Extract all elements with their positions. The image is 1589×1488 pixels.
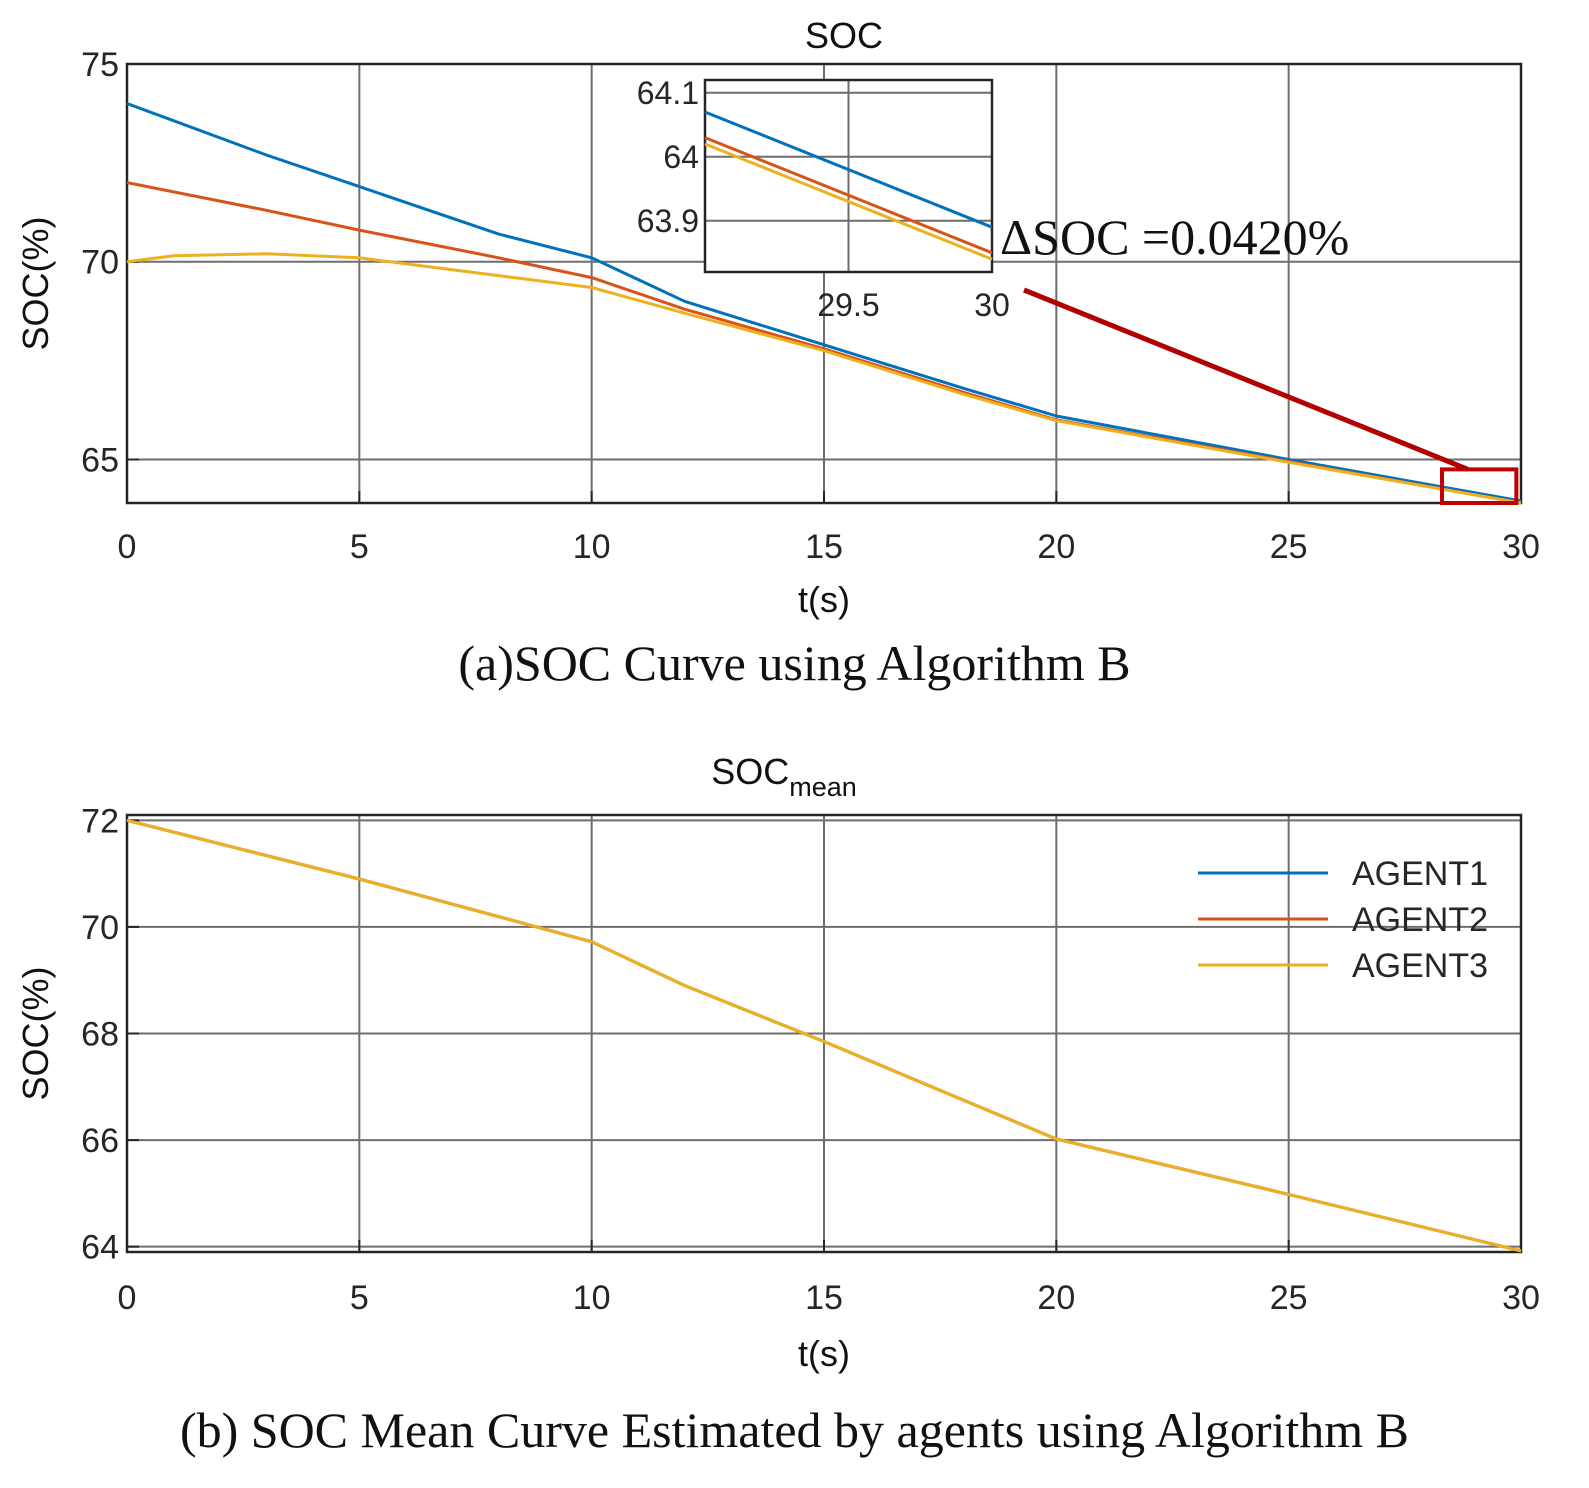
zoom-pointer-line bbox=[1023, 287, 1469, 472]
x-tick-label: 30 bbox=[1502, 1279, 1540, 1317]
chart-title: SOCmean bbox=[711, 751, 857, 802]
x-axis-label: t(s) bbox=[798, 1333, 850, 1374]
y-tick-label: 70 bbox=[81, 244, 119, 282]
chart-title-subscript: mean bbox=[789, 772, 857, 802]
y-tick-label: 66 bbox=[81, 1122, 119, 1160]
inset-series-line-agent2 bbox=[704, 136, 993, 255]
legend-label-agent1: AGENT1 bbox=[1352, 855, 1488, 893]
legend-label-agent2: AGENT2 bbox=[1352, 901, 1488, 939]
x-tick-label: 5 bbox=[350, 528, 369, 566]
inset-y-tick-label: 63.9 bbox=[637, 203, 699, 239]
series-line-agent3 bbox=[126, 818, 1522, 1253]
x-axis-label: t(s) bbox=[798, 579, 850, 620]
x-tick-label: 10 bbox=[573, 1279, 611, 1317]
inset-series-line-agent1 bbox=[704, 110, 993, 229]
x-tick-label: 20 bbox=[1037, 528, 1075, 566]
inset-frame bbox=[703, 78, 994, 274]
y-axis-label: SOC(%) bbox=[15, 967, 56, 1101]
y-tick-label: 64 bbox=[81, 1229, 119, 1267]
legend-label-agent3: AGENT3 bbox=[1352, 947, 1488, 985]
x-tick-label: 15 bbox=[805, 1279, 843, 1317]
delta-soc-annotation: ΔSOC =0.0420% bbox=[1000, 209, 1349, 265]
caption-a: (a)SOC Curve using Algorithm B bbox=[458, 635, 1131, 691]
inset-x-tick-label: 30 bbox=[974, 287, 1010, 323]
zoom-region-box bbox=[1440, 467, 1519, 505]
x-tick-label: 10 bbox=[573, 528, 611, 566]
x-tick-label: 20 bbox=[1037, 1279, 1075, 1317]
series-line-agent3 bbox=[126, 252, 1522, 505]
x-tick-label: 15 bbox=[805, 528, 843, 566]
x-tick-label: 0 bbox=[118, 1279, 137, 1317]
chart-title: SOC bbox=[805, 15, 883, 56]
series-line-agent1 bbox=[126, 102, 1522, 503]
inset-y-tick-label: 64.1 bbox=[637, 75, 699, 111]
x-tick-label: 25 bbox=[1270, 528, 1308, 566]
y-tick-label: 68 bbox=[81, 1016, 119, 1054]
x-tick-label: 0 bbox=[118, 528, 137, 566]
inset-x-tick-label: 29.5 bbox=[817, 287, 879, 323]
caption-b: (b) SOC Mean Curve Estimated by agents u… bbox=[179, 1402, 1410, 1458]
x-tick-label: 5 bbox=[350, 1279, 369, 1317]
y-tick-label: 70 bbox=[81, 909, 119, 947]
inset-y-tick-label: 64 bbox=[663, 139, 699, 175]
y-tick-label: 72 bbox=[81, 802, 119, 840]
y-tick-label: 75 bbox=[81, 46, 119, 84]
y-tick-label: 65 bbox=[81, 441, 119, 479]
y-axis-label: SOC(%) bbox=[15, 217, 56, 351]
inset-series-line-agent3 bbox=[704, 142, 993, 261]
x-tick-label: 25 bbox=[1270, 1279, 1308, 1317]
x-tick-label: 30 bbox=[1502, 528, 1540, 566]
